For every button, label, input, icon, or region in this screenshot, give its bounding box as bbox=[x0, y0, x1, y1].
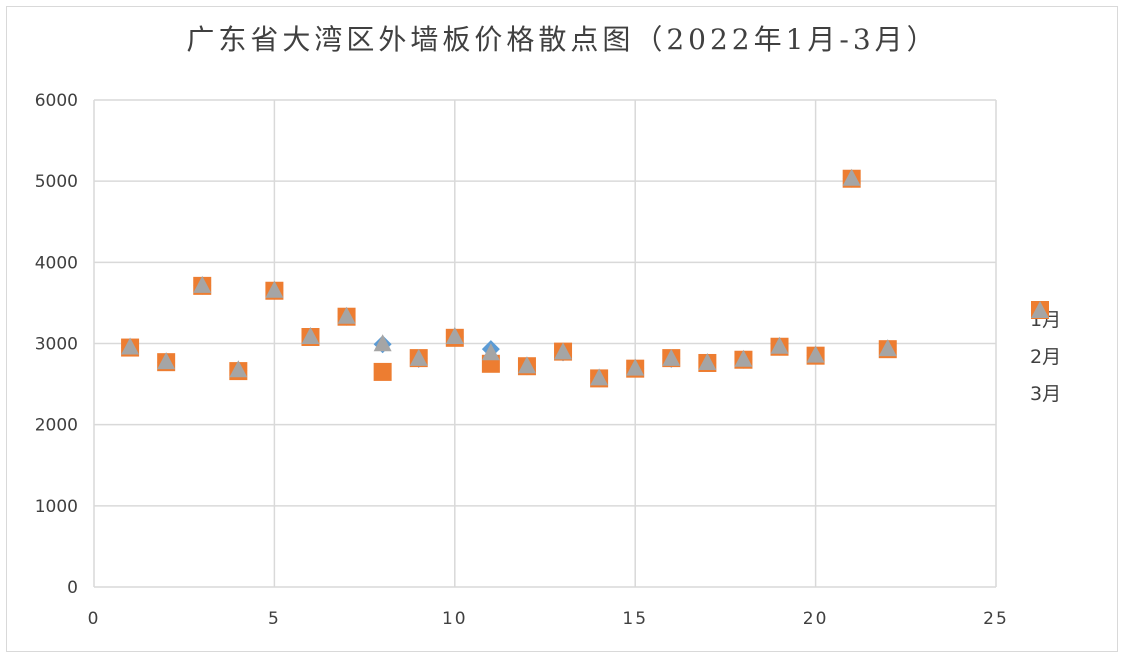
y-tick-label: 1000 bbox=[35, 497, 78, 517]
data-point-series-2 bbox=[373, 362, 392, 381]
data-point-series-3 bbox=[409, 348, 428, 366]
x-tick-label: 15 bbox=[622, 609, 648, 629]
data-point-series-3 bbox=[301, 327, 320, 345]
y-tick-label: 0 bbox=[67, 578, 78, 598]
legend-label: 3月 bbox=[1030, 383, 1062, 405]
data-point-series-3 bbox=[337, 306, 356, 324]
data-point-series-3 bbox=[373, 334, 392, 352]
data-point-series-3 bbox=[481, 343, 500, 361]
data-point-series-3 bbox=[157, 352, 176, 370]
chart-title: 广东省大湾区外墙板价格散点图（2022年1月-3月） bbox=[186, 23, 939, 56]
x-tick-label: 5 bbox=[268, 609, 281, 629]
data-point-series-3 bbox=[517, 356, 536, 374]
data-point-series-3 bbox=[121, 337, 140, 355]
legend-item-series-2: 2月 bbox=[1030, 301, 1062, 374]
y-tick-label: 3000 bbox=[35, 335, 78, 355]
data-point-series-3 bbox=[878, 339, 897, 357]
y-tick-label: 6000 bbox=[35, 91, 78, 111]
x-tick-label: 0 bbox=[88, 609, 101, 629]
data-point-series-3 bbox=[662, 348, 681, 366]
data-point-series-3 bbox=[554, 342, 573, 360]
y-tick-label: 5000 bbox=[35, 172, 78, 192]
data-point-series-3 bbox=[698, 352, 717, 370]
data-point-series-3 bbox=[842, 168, 861, 186]
chart-legend: 1月 2月 3月 bbox=[1030, 300, 1061, 411]
data-point-series-3 bbox=[734, 349, 753, 367]
data-point-series-3 bbox=[265, 280, 284, 298]
data-point-series-3 bbox=[445, 327, 464, 345]
x-tick-label: 10 bbox=[442, 609, 468, 629]
legend-label: 2月 bbox=[1030, 346, 1062, 368]
data-point-series-3 bbox=[193, 275, 212, 293]
data-point-series-3 bbox=[806, 345, 825, 363]
data-point-series-3 bbox=[229, 360, 248, 378]
legend-item-series-3: 3月 bbox=[1030, 301, 1062, 411]
x-tick-label: 20 bbox=[803, 609, 829, 629]
chart-frame bbox=[6, 6, 1118, 652]
y-tick-label: 2000 bbox=[35, 416, 78, 436]
data-point-series-3 bbox=[770, 336, 789, 354]
data-point-series-3 bbox=[590, 368, 609, 386]
legend-marker-triangle bbox=[1031, 301, 1049, 318]
x-tick-label: 25 bbox=[983, 609, 1009, 629]
y-tick-label: 4000 bbox=[35, 253, 78, 273]
data-point-series-3 bbox=[626, 358, 645, 376]
